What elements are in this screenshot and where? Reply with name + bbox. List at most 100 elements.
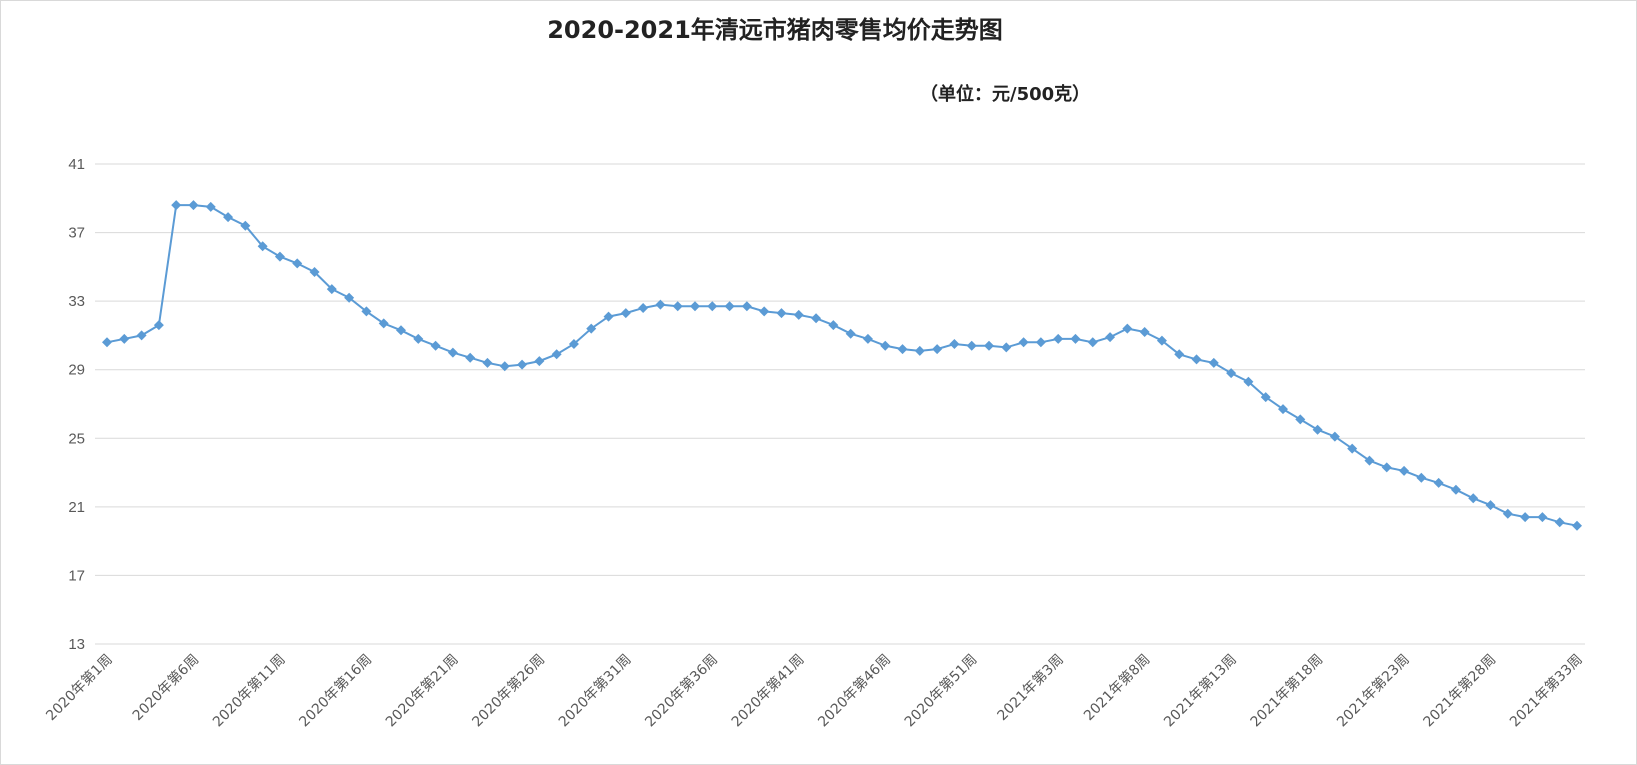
data-point [603, 311, 614, 322]
data-point [378, 318, 389, 329]
data-point [1035, 337, 1046, 348]
data-point [205, 201, 216, 212]
y-tick-label: 33 [68, 293, 85, 310]
data-point [638, 303, 649, 313]
data-point [1450, 484, 1461, 495]
data-point [845, 328, 856, 339]
data-point [862, 333, 873, 344]
series-group [102, 200, 1582, 531]
data-point [1399, 465, 1410, 476]
data-point [811, 313, 822, 324]
data-point [724, 301, 735, 312]
y-tick-label: 29 [68, 362, 85, 379]
data-point [707, 301, 718, 312]
data-point [897, 344, 908, 355]
data-point [568, 339, 579, 349]
data-point [1139, 327, 1150, 337]
x-tick-label: 2021年第28周 [1420, 651, 1500, 731]
data-point [465, 352, 476, 363]
unit-label: （单位：元/500克） [920, 84, 1091, 105]
data-point [1347, 443, 1358, 454]
data-point [153, 320, 164, 331]
x-tick-label: 2020年第6周 [129, 651, 202, 724]
x-tick-label: 2020年第51周 [901, 651, 981, 731]
data-point [136, 330, 147, 341]
y-tick-label: 17 [68, 567, 85, 584]
data-point [1572, 520, 1582, 531]
data-point [759, 306, 770, 317]
data-point [620, 308, 631, 319]
x-axis-ticks: 2020年第1周 2020年第6周 2020年第11周 2020年第16周 2020年第… [43, 651, 1586, 731]
data-point [482, 357, 493, 368]
data-point [499, 361, 510, 372]
x-tick-label: 2021年第23周 [1333, 651, 1413, 731]
data-point [1226, 368, 1237, 379]
series-line [106, 204, 1578, 527]
x-tick-label: 2020年第46周 [815, 651, 895, 731]
data-point [447, 347, 458, 358]
data-point [240, 220, 251, 231]
data-point [119, 333, 130, 344]
data-point [1053, 333, 1064, 344]
data-point [1416, 472, 1427, 483]
x-tick-label: 2021年第33周 [1506, 651, 1586, 731]
x-tick-label: 2021年第13周 [1160, 651, 1240, 731]
data-point [672, 301, 683, 312]
data-point [1105, 332, 1116, 343]
data-point [828, 320, 839, 331]
x-tick-label: 2020年第31周 [555, 651, 635, 731]
grid-lines [95, 163, 1585, 645]
x-tick-label: 2020年第36周 [642, 651, 722, 731]
data-point [1537, 512, 1548, 523]
x-tick-label: 2020年第11周 [209, 651, 289, 731]
data-point [1364, 455, 1375, 466]
data-point [1468, 493, 1479, 504]
data-point [1070, 333, 1081, 344]
x-tick-label: 2020年第1周 [43, 651, 116, 724]
data-point [984, 340, 994, 351]
data-point [1485, 500, 1496, 511]
data-point [1174, 349, 1185, 360]
data-point [102, 337, 112, 348]
data-point [741, 301, 752, 312]
data-point [1191, 354, 1202, 365]
data-point [430, 340, 441, 351]
data-point [274, 251, 285, 262]
data-point [932, 344, 943, 355]
data-point [223, 212, 234, 223]
x-tick-label: 2020年第21周 [382, 651, 462, 731]
data-point [914, 345, 925, 356]
data-point [793, 309, 804, 320]
data-point [966, 340, 977, 351]
y-axis-ticks: 13 17 21 25 29 33 37 41 [68, 156, 85, 653]
data-point [690, 301, 700, 312]
data-point [1433, 477, 1444, 488]
data-point [1001, 342, 1012, 353]
x-tick-label: 2020年第16周 [296, 651, 376, 731]
data-point [344, 292, 355, 303]
data-point [171, 200, 182, 211]
data-point [1156, 335, 1167, 346]
x-tick-label: 2021年第18周 [1247, 651, 1327, 731]
data-point [1260, 392, 1271, 403]
data-point [1122, 323, 1133, 334]
y-tick-label: 13 [68, 636, 85, 653]
data-point [188, 200, 199, 211]
data-point [326, 284, 337, 295]
x-tick-label: 2021年第3周 [994, 651, 1067, 724]
data-point [309, 267, 320, 277]
y-tick-label: 25 [68, 430, 85, 447]
data-point [551, 349, 562, 360]
chart-title: 2020-2021年清远市猪肉零售均价走势图 [547, 16, 1003, 44]
data-point [517, 359, 528, 370]
x-tick-label: 2021年第8周 [1080, 651, 1153, 724]
data-point [1018, 337, 1029, 348]
data-point [361, 306, 372, 317]
data-point [1208, 357, 1219, 368]
data-point [655, 299, 666, 310]
data-point [776, 308, 787, 319]
data-point [1520, 512, 1531, 523]
data-point [1554, 517, 1565, 528]
